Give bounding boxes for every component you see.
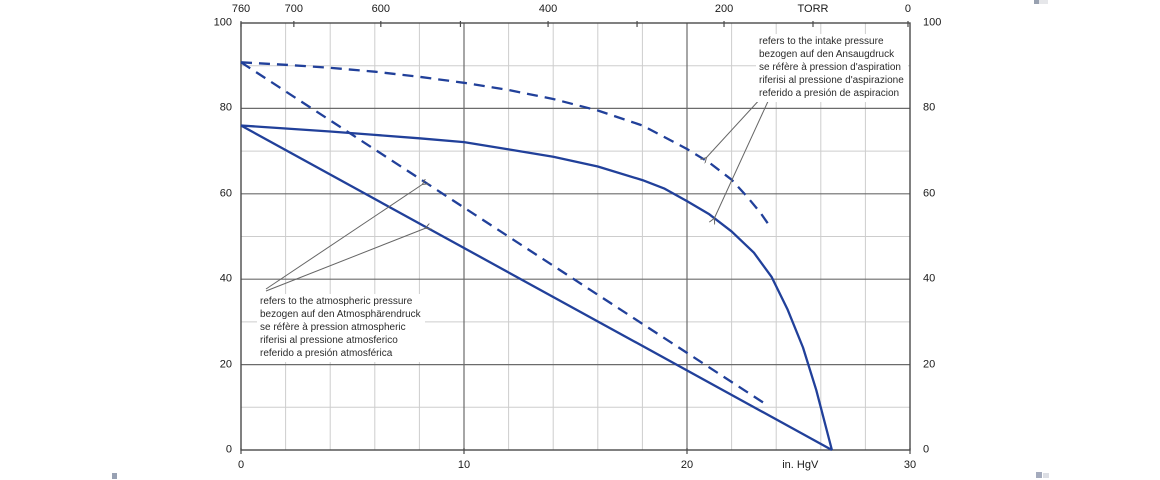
capacity-referred-to-atmospheric-pressure-dashed bbox=[240, 61, 768, 407]
right-axis-tick-label: 40 bbox=[923, 272, 936, 285]
top-axis-tick-label: 760 bbox=[231, 3, 251, 15]
left-axis-tick-label: 60 bbox=[219, 187, 232, 200]
bottom-axis-unit-label: in. HgV bbox=[782, 459, 819, 471]
annotation-arrow bbox=[265, 228, 426, 292]
capacity-referred-to-atmospheric-pressure-solid bbox=[240, 124, 833, 452]
left-axis-tick-label: 40 bbox=[219, 272, 232, 285]
top-axis-tick-label: 200 bbox=[714, 3, 734, 15]
top-axis-tick-label: 600 bbox=[371, 3, 390, 15]
left-axis-tick-label: 0 bbox=[225, 443, 232, 456]
annotation-line: referido a presión atmosférica bbox=[260, 348, 393, 359]
intake-pressure-annotation: refers to the intake pressure bezogen au… bbox=[756, 34, 908, 102]
right-axis-tick-label: 60 bbox=[923, 187, 936, 200]
plot-frame bbox=[240, 22, 911, 451]
capacity-referred-to-intake-pressure-solid bbox=[240, 124, 834, 451]
annotation-line: bezogen auf den Atmosphärendruck bbox=[260, 309, 421, 320]
annotation-line: se réfère à pression atmospheric bbox=[260, 322, 406, 333]
annotation-line: referido a presión de aspiracion bbox=[759, 88, 900, 99]
annotation-line: refers to the intake pressure bbox=[759, 36, 884, 47]
annotation-line: bezogen auf den Ansaugdruck bbox=[759, 49, 895, 60]
annotation-arrow bbox=[714, 96, 771, 219]
bottom-axis-tick-label: 30 bbox=[903, 459, 917, 471]
top-axis-tick-label: 0 bbox=[904, 3, 912, 15]
right-axis-tick-label: 0 bbox=[923, 443, 930, 456]
left-axis-tick-label: 20 bbox=[219, 358, 232, 371]
left-axis-tick-label: 100 bbox=[213, 16, 232, 29]
capacity-referred-to-intake-pressure-dashed bbox=[240, 61, 771, 227]
left-axis-tick-label: 80 bbox=[219, 101, 232, 114]
plot-area: refers to the intake pressure bezogen au… bbox=[240, 21, 911, 454]
annotation-line: riferisi al pressione atmosferico bbox=[260, 335, 398, 346]
annotation-line: riferisi al pressione d'aspirazione bbox=[759, 75, 904, 86]
right-axis-tick-label: 20 bbox=[923, 358, 936, 371]
right-axis-tick-label: 80 bbox=[923, 101, 936, 114]
selection-handle-icon bbox=[1039, 0, 1048, 4]
selection-handle-icon bbox=[1034, 0, 1039, 4]
selection-handle-icon bbox=[1043, 473, 1049, 478]
curves bbox=[240, 61, 834, 452]
bottom-axis-tick-label: 10 bbox=[457, 459, 471, 471]
selection-handle-icon bbox=[112, 473, 117, 479]
annotation-arrow bbox=[706, 96, 763, 158]
top-axis-unit-label: TORR bbox=[797, 3, 829, 15]
selection-handle-icon bbox=[1036, 472, 1042, 478]
top-axis-tick-label: 400 bbox=[538, 3, 558, 15]
annotation-arrow bbox=[265, 184, 423, 290]
right-axis-tick-label: 100 bbox=[923, 16, 942, 29]
atmospheric-pressure-annotation: refers to the atmospheric pressure bezog… bbox=[257, 294, 425, 362]
bottom-axis-tick-label: 0 bbox=[237, 459, 245, 471]
bottom-axis-tick-label: 20 bbox=[680, 459, 694, 471]
top-axis-tick-label: 700 bbox=[284, 3, 304, 15]
annotation-line: refers to the atmospheric pressure bbox=[260, 296, 413, 307]
annotation-line: se réfère à pression d'aspiration bbox=[759, 62, 901, 73]
annotation-leader-lines bbox=[265, 96, 771, 292]
plot-border bbox=[240, 22, 911, 451]
axis-ticks bbox=[240, 21, 911, 454]
